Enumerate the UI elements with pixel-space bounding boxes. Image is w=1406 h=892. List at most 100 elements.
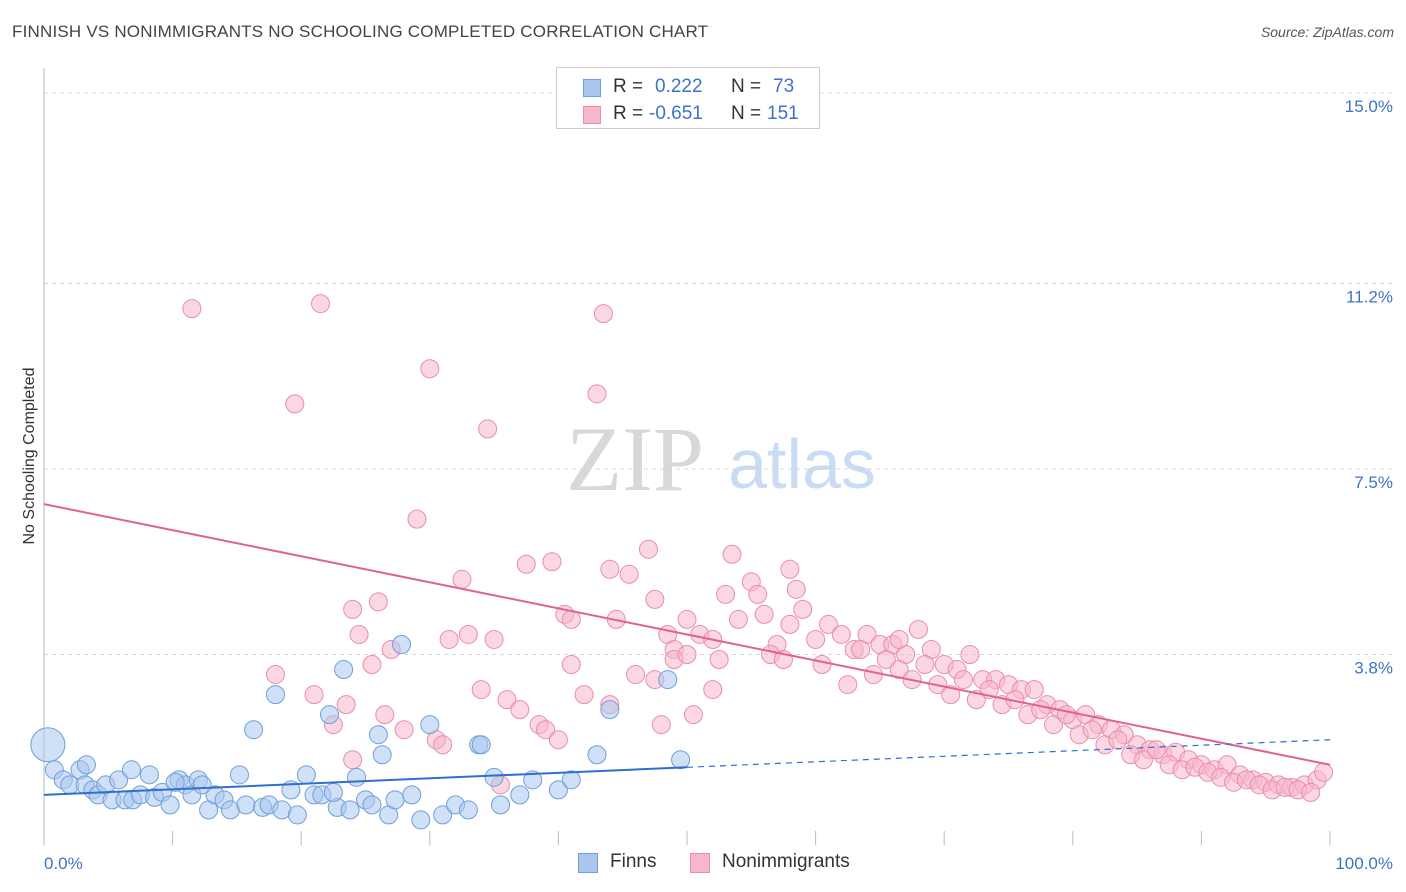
nonimmigrants-legend-label: Nonimmigrants bbox=[722, 851, 850, 872]
watermark-zip: ZIP bbox=[566, 408, 704, 510]
nonimmigrant-point bbox=[889, 660, 909, 680]
nonimmigrant-point bbox=[497, 690, 517, 710]
nonimmigrant-point bbox=[651, 715, 671, 735]
nonimmigrant-point bbox=[812, 655, 832, 675]
nonimmigrant-point bbox=[394, 720, 414, 740]
finns-point bbox=[671, 750, 691, 770]
nonimmigrant-point bbox=[818, 614, 838, 634]
y-tick-label: 11.2% bbox=[1346, 288, 1393, 307]
legend-row-nonimmigrants: R = -0.651 N = 151 bbox=[557, 100, 819, 128]
finns-legend-swatch bbox=[578, 853, 598, 873]
finns-r-label: R = bbox=[613, 76, 644, 97]
nonimmigrant-point bbox=[780, 559, 800, 579]
nonimmigrant-point bbox=[863, 665, 883, 685]
points-layer bbox=[30, 294, 1334, 830]
nonimmigrant-point bbox=[349, 624, 369, 644]
nonimmigrant-point bbox=[677, 645, 697, 665]
axis-layer: 3.8% 7.5% 11.2% 15.0% bbox=[43, 68, 1393, 845]
nonimmigrant-point bbox=[439, 629, 459, 649]
finns-point bbox=[346, 767, 366, 787]
nonimmigrant-point bbox=[304, 685, 324, 705]
finns-trend-extension bbox=[686, 739, 1331, 768]
finns-point bbox=[121, 760, 141, 780]
nonimmigrant-point bbox=[375, 705, 395, 725]
nonimmigrant-point bbox=[285, 394, 305, 414]
y-tick-label: 15.0% bbox=[1345, 97, 1393, 116]
correlation-legend: R = 0.222 N = 73 R = -0.651 N = 151 bbox=[556, 67, 820, 129]
nonimmigrant-point bbox=[619, 564, 639, 584]
nonimmigrant-point bbox=[593, 304, 613, 324]
finns-n-label: N = bbox=[731, 76, 762, 97]
nonimmigrant-point bbox=[941, 685, 961, 705]
finns-point bbox=[523, 770, 543, 790]
watermark-atlas: atlas bbox=[728, 425, 876, 503]
x-axis-label-right: 100.0% bbox=[1335, 854, 1393, 873]
nonimmigrant-point bbox=[677, 609, 697, 629]
nonimmigrants-legend-swatch bbox=[690, 853, 710, 873]
finns-point bbox=[548, 780, 568, 800]
finns-point bbox=[420, 715, 440, 735]
nonimmigrant-point bbox=[548, 730, 568, 750]
nonimmigrant-point bbox=[1044, 715, 1064, 735]
nonimmigrant-point bbox=[587, 384, 607, 404]
nonimmigrant-point bbox=[786, 579, 806, 599]
finns-point bbox=[192, 775, 212, 795]
nonimmigrant-point bbox=[889, 629, 909, 649]
nonimmigrant-point bbox=[716, 584, 736, 604]
finns-point bbox=[236, 795, 256, 815]
nonimmigrant-point bbox=[478, 419, 498, 439]
trend-layer bbox=[43, 503, 1331, 796]
finns-point bbox=[385, 790, 405, 810]
nonimmigrant-point bbox=[510, 700, 530, 720]
finns-point bbox=[109, 770, 129, 790]
nonimmigrant-point bbox=[407, 509, 427, 529]
nonimmigrant-point bbox=[722, 544, 742, 564]
finns-point bbox=[510, 785, 530, 805]
nonimmigrant-point bbox=[838, 675, 858, 695]
nonimmigrants-swatch bbox=[583, 106, 601, 124]
finns-point bbox=[491, 795, 511, 815]
nonimmigrant-point bbox=[876, 650, 896, 670]
nonimmigrant-point bbox=[626, 665, 646, 685]
nonimmigrant-point bbox=[574, 685, 594, 705]
finns-point bbox=[658, 670, 678, 690]
grid-layer bbox=[44, 92, 1393, 656]
finns-point bbox=[433, 805, 453, 825]
nonimmigrant-point bbox=[754, 604, 774, 624]
nonimmigrant-point bbox=[728, 609, 748, 629]
finns-point bbox=[362, 795, 382, 815]
nonimmigrant-point bbox=[709, 650, 729, 670]
nonimmigrant-point bbox=[265, 665, 285, 685]
nonimmigrant-point bbox=[638, 539, 658, 559]
nonimmigrant-point bbox=[536, 720, 556, 740]
finns-n-value: 73 bbox=[773, 76, 795, 97]
finns-point bbox=[600, 700, 620, 720]
finns-r-value: 0.222 bbox=[655, 76, 703, 97]
chart-title: FINNISH VS NONIMMIGRANTS NO SCHOOLING CO… bbox=[12, 22, 709, 41]
finns-point bbox=[296, 765, 316, 785]
nonimmigrant-point bbox=[915, 655, 935, 675]
nonimmigrant-point bbox=[908, 619, 928, 639]
nonimmigrant-point bbox=[336, 695, 356, 715]
nonimmigrant-point bbox=[1031, 700, 1051, 720]
nonimmigrant-point bbox=[516, 554, 536, 574]
finns-point bbox=[402, 785, 422, 805]
x-axis-label-left: 0.0% bbox=[44, 854, 83, 873]
nonimmigrant-point bbox=[1301, 782, 1321, 802]
finns-point bbox=[340, 800, 360, 820]
nonimmigrant-point bbox=[471, 680, 491, 700]
finns-point bbox=[76, 755, 96, 775]
finns-point bbox=[561, 770, 581, 790]
nonimmigrant-point bbox=[561, 655, 581, 675]
finns-point bbox=[319, 705, 339, 725]
y-tick-label: 7.5% bbox=[1354, 473, 1393, 492]
nonimmigrant-point bbox=[420, 359, 440, 379]
nonimmigrant-point bbox=[452, 569, 472, 589]
nonimmigrant-point bbox=[182, 299, 202, 319]
nonimmigrant-point bbox=[600, 559, 620, 579]
nonimmigrant-point bbox=[1134, 750, 1154, 770]
nonimmigrant-point bbox=[953, 670, 973, 690]
nonimmigrants-r-value: -0.651 bbox=[649, 103, 703, 124]
y-axis-title: No Schooling Completed bbox=[21, 368, 38, 545]
